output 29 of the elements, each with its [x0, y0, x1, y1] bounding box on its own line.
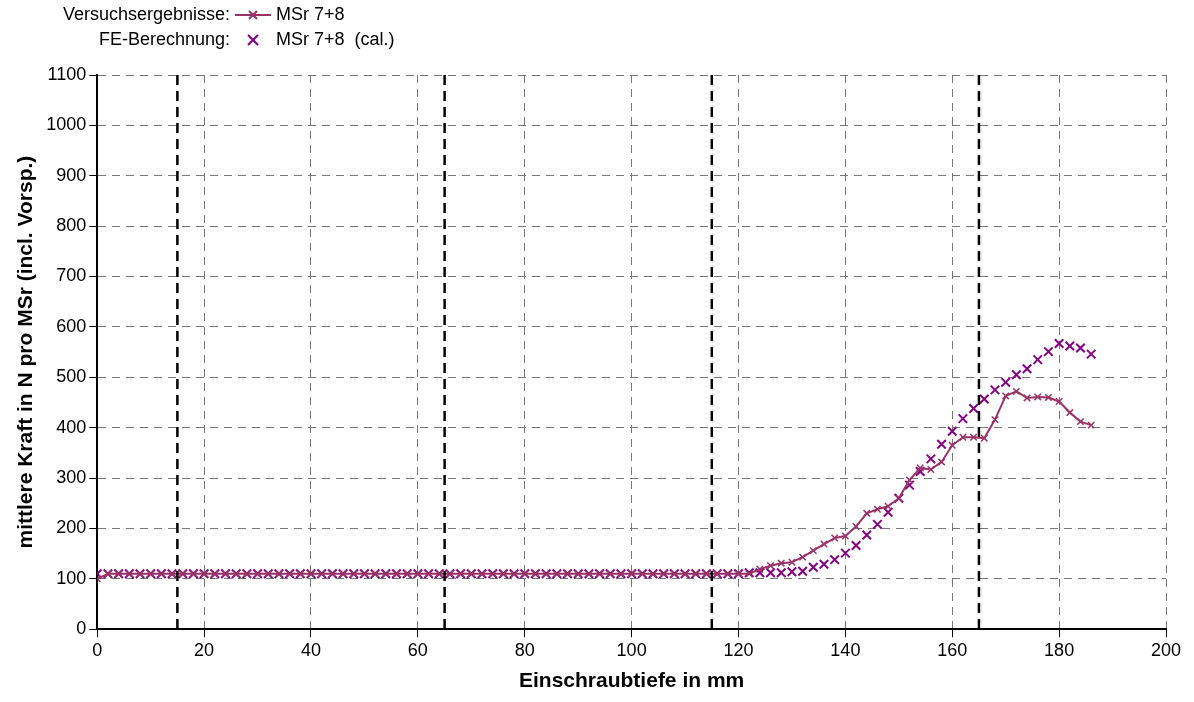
- x-tick-label: 180: [1044, 639, 1075, 660]
- y-tick-label: 200: [56, 517, 87, 538]
- y-tick-label: 900: [56, 164, 87, 185]
- y-tick-label: 400: [56, 416, 87, 437]
- x-tick-label: 60: [407, 639, 428, 660]
- x-tick-label: 40: [300, 639, 322, 660]
- y-tick-label: 800: [56, 215, 87, 236]
- x-tick-label: 0: [92, 639, 103, 660]
- x-tick-label: 100: [616, 639, 647, 660]
- y-tick-label: 600: [56, 315, 87, 336]
- x-tick-label: 80: [514, 639, 535, 660]
- legend-label: MSr 7+8 (cal.): [276, 28, 395, 51]
- y-tick-label: 1100: [47, 63, 87, 84]
- x-axis-title: Einschraubtiefe in mm: [519, 668, 745, 692]
- x-tick-label: 140: [830, 639, 861, 660]
- x-tick-label: 200: [1150, 639, 1182, 660]
- y-tick-label: 1000: [46, 114, 87, 135]
- x-tick-label: 20: [194, 639, 215, 660]
- y-tick-label: 500: [56, 366, 87, 387]
- y-tick-label: 0: [76, 618, 87, 639]
- legend-label: MSr 7+8: [276, 3, 346, 26]
- y-tick-label: 700: [56, 265, 87, 286]
- y-axis-title: mittlere Kraft in N pro MSr (incl. Vorsp.): [13, 155, 37, 549]
- y-tick-label: 300: [56, 467, 87, 488]
- text: Versuchsergebnisse:: [61, 3, 230, 26]
- x-tick-label: 120: [723, 639, 754, 660]
- y-tick-label: 100: [56, 567, 87, 588]
- x-tick-label: 160: [937, 639, 968, 660]
- text: FE-Berechnung:: [97, 28, 230, 51]
